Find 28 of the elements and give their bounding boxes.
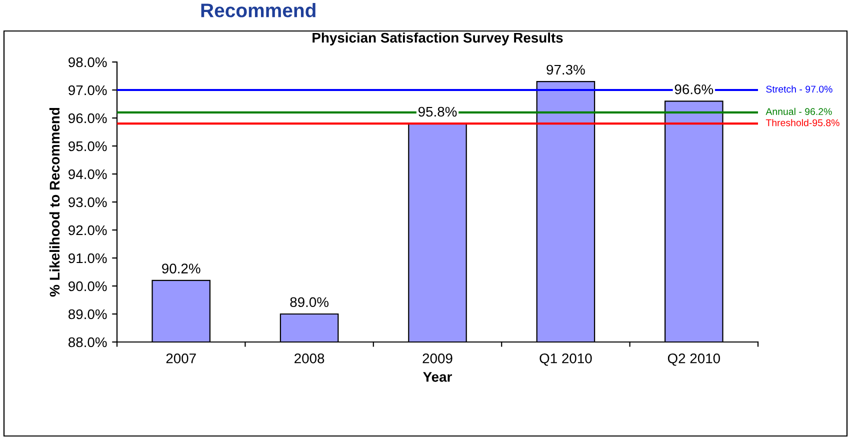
ref-line-label: Annual - 96.2% [766, 108, 832, 116]
x-tick-label: 2008 [294, 353, 324, 364]
x-tick-label: Q1 2010 [540, 353, 592, 366]
y-tick-label: 97.0% [68, 85, 107, 96]
y-tick-label: 98.0% [68, 57, 107, 68]
ref-line-label: Stretch - 97.0% [766, 85, 832, 93]
data-label: 97.3% [546, 64, 585, 75]
data-label: 89.0% [290, 297, 328, 308]
y-tick-label: 88.0% [68, 337, 107, 348]
ref-line-label: Threshold-95.8% [766, 119, 840, 126]
x-axis-title: Year [423, 372, 452, 382]
data-label: 96.6% [674, 84, 714, 94]
data-label: 95.8% [418, 106, 457, 117]
y-tick-label: 94.0% [68, 169, 107, 180]
y-tick-label: 96.0% [68, 113, 107, 124]
data-label: 90.2% [162, 264, 200, 274]
chart-title: Physician Satisfaction Survey Results [312, 32, 563, 46]
y-tick-label: 91.0% [68, 253, 107, 264]
y-tick-label: 95.0% [68, 141, 107, 152]
y-tick-label: 89.0% [68, 309, 107, 320]
x-tick-label: 2009 [422, 353, 452, 364]
y-tick-label: 93.0% [68, 197, 107, 208]
x-tick-label: Q2 2010 [668, 353, 720, 366]
x-tick-label: 2007 [166, 353, 196, 364]
y-tick-label: 92.0% [68, 225, 107, 236]
y-tick-label: 90.0% [68, 281, 107, 292]
text: Recommend [201, 3, 316, 18]
y-axis-title: % Likelihood to Recommend [49, 108, 60, 297]
